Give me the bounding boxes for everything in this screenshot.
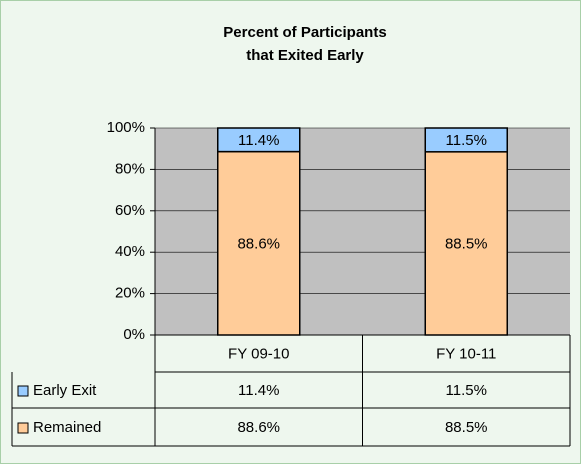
y-tick-label: 60% [115, 202, 145, 219]
legend-label: Early Exit [33, 382, 97, 399]
legend-swatch [17, 422, 29, 434]
data-label: 88.5% [445, 235, 488, 252]
table-cell: 88.5% [445, 419, 488, 436]
bar-segment [424, 151, 508, 336]
table-cell: 88.6% [237, 419, 280, 436]
y-tick-label: 100% [107, 119, 145, 136]
y-tick-label: 20% [115, 285, 145, 302]
data-label: 88.6% [237, 235, 280, 252]
data-label: 11.5% [446, 132, 487, 149]
x-tick-label: FY 10-11 [436, 345, 496, 362]
legend-label: Remained [33, 419, 101, 436]
table-cell: 11.5% [446, 382, 487, 399]
chart-title: Percent of Participants [223, 24, 386, 41]
y-tick-label: 40% [115, 243, 145, 260]
table-cell: 11.4% [238, 382, 279, 399]
data-label: 11.4% [238, 132, 279, 149]
bar-segment [424, 127, 508, 153]
x-tick-label: FY 09-10 [228, 345, 289, 362]
chart-title: that Exited Early [246, 47, 364, 64]
bar-segment [217, 127, 301, 153]
y-tick-label: 80% [115, 160, 145, 177]
y-tick-label: 0% [123, 326, 145, 343]
legend-swatch [17, 385, 29, 397]
